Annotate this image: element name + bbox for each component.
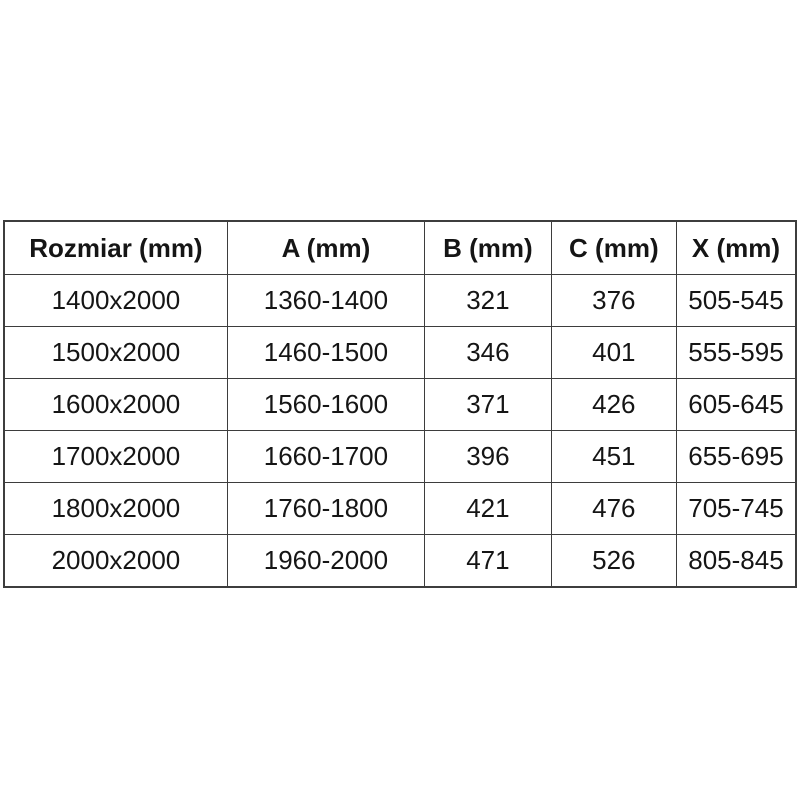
cell-a: 1660-1700 [226,430,426,483]
table-row: 2000x2000 1960-2000 471 526 805-845 [3,534,797,588]
column-header-b: B (mm) [424,220,552,275]
cell-c: 426 [550,378,677,431]
cell-a: 1560-1600 [226,378,426,431]
cell-c: 526 [550,534,677,588]
cell-c: 376 [550,274,677,327]
table-row: 1800x2000 1760-1800 421 476 705-745 [3,482,797,535]
cell-c: 451 [550,430,677,483]
cell-x: 505-545 [675,274,797,327]
cell-rozmiar: 1800x2000 [3,482,228,535]
column-header-x: X (mm) [675,220,797,275]
cell-a: 1360-1400 [226,274,426,327]
cell-b: 321 [424,274,552,327]
cell-a: 1760-1800 [226,482,426,535]
cell-rozmiar: 2000x2000 [3,534,228,588]
cell-c: 476 [550,482,677,535]
cell-x: 655-695 [675,430,797,483]
table-row: 1400x2000 1360-1400 321 376 505-545 [3,274,797,327]
cell-rozmiar: 1400x2000 [3,274,228,327]
table-row: 1500x2000 1460-1500 346 401 555-595 [3,326,797,379]
cell-c: 401 [550,326,677,379]
cell-b: 371 [424,378,552,431]
cell-rozmiar: 1500x2000 [3,326,228,379]
cell-x: 555-595 [675,326,797,379]
cell-a: 1960-2000 [226,534,426,588]
column-header-rozmiar: Rozmiar (mm) [3,220,228,275]
table-header-row: Rozmiar (mm) A (mm) B (mm) C (mm) X (mm) [3,220,797,275]
column-header-c: C (mm) [550,220,677,275]
cell-x: 705-745 [675,482,797,535]
table-row: 1700x2000 1660-1700 396 451 655-695 [3,430,797,483]
cell-b: 471 [424,534,552,588]
cell-b: 421 [424,482,552,535]
cell-x: 805-845 [675,534,797,588]
table-row: 1600x2000 1560-1600 371 426 605-645 [3,378,797,431]
cell-b: 396 [424,430,552,483]
cell-rozmiar: 1700x2000 [3,430,228,483]
column-header-a: A (mm) [226,220,426,275]
cell-rozmiar: 1600x2000 [3,378,228,431]
cell-x: 605-645 [675,378,797,431]
cell-b: 346 [424,326,552,379]
size-spec-table: Rozmiar (mm) A (mm) B (mm) C (mm) X (mm)… [3,220,797,588]
cell-a: 1460-1500 [226,326,426,379]
